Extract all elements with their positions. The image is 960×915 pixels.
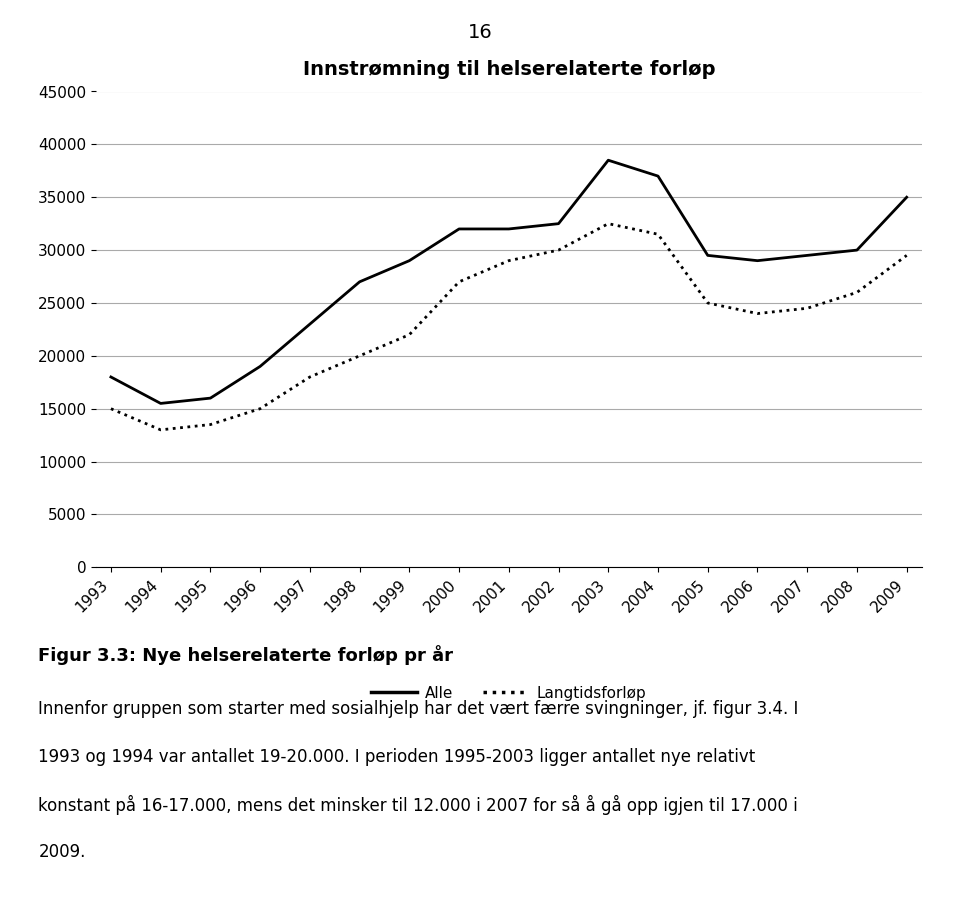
Text: Innenfor gruppen som starter med sosialhjelp har det vært færre svingninger, jf.: Innenfor gruppen som starter med sosialh… [38, 700, 799, 718]
Legend: Alle, Langtidsforløp: Alle, Langtidsforløp [365, 680, 653, 706]
Text: 2009.: 2009. [38, 843, 85, 861]
Text: konstant på 16-17.000, mens det minsker til 12.000 i 2007 for så å gå opp igjen : konstant på 16-17.000, mens det minsker … [38, 795, 798, 815]
Text: Figur 3.3: Nye helserelaterte forløp pr år: Figur 3.3: Nye helserelaterte forløp pr … [38, 645, 453, 665]
Text: 16: 16 [468, 23, 492, 42]
Title: Innstrømning til helserelaterte forløp: Innstrømning til helserelaterte forløp [302, 59, 715, 79]
Text: 1993 og 1994 var antallet 19-20.000. I perioden 1995-2003 ligger antallet nye re: 1993 og 1994 var antallet 19-20.000. I p… [38, 748, 756, 766]
